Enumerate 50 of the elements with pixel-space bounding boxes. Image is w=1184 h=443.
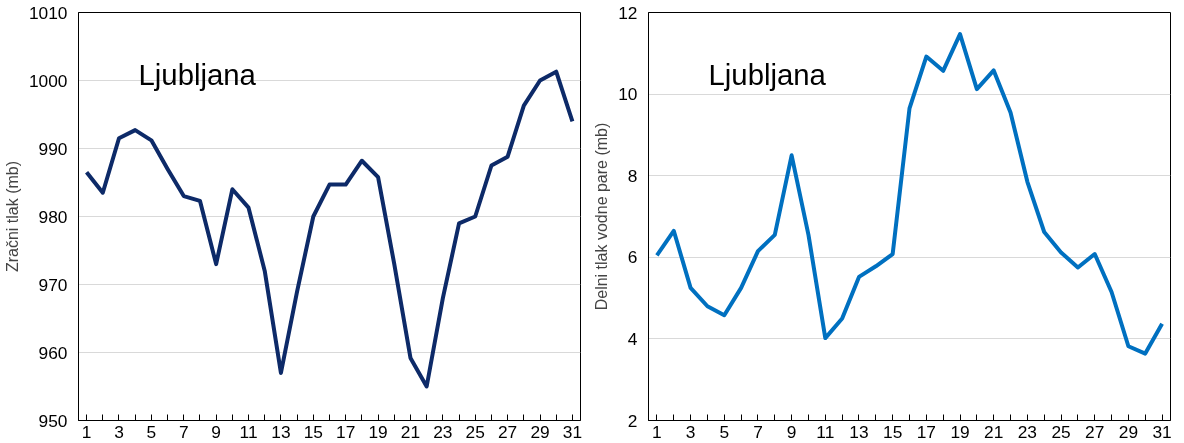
y-tick-label: 970 bbox=[38, 274, 68, 295]
y-tick-label: 950 bbox=[38, 410, 68, 431]
x-tick-label: 17 bbox=[916, 421, 936, 442]
y-axis-title: Delni tlak vodne pare (mb) bbox=[593, 122, 611, 311]
y-tick-label: 1010 bbox=[28, 2, 68, 23]
x-tick-label: 27 bbox=[1085, 421, 1105, 442]
x-tick-label: 15 bbox=[883, 421, 903, 442]
x-tick-label: 3 bbox=[114, 421, 124, 442]
y-tick-label: 990 bbox=[38, 138, 68, 159]
x-tick-label: 15 bbox=[303, 421, 323, 442]
x-tick-label: 11 bbox=[239, 421, 258, 442]
x-tick-label: 25 bbox=[465, 421, 485, 442]
y-tick-label: 1000 bbox=[28, 70, 68, 91]
x-tick-label: 13 bbox=[849, 421, 869, 442]
y-tick-label: 4 bbox=[627, 328, 638, 349]
x-tick-label: 21 bbox=[984, 421, 1004, 442]
y-tick-label: 980 bbox=[38, 206, 68, 227]
x-tick-label: 21 bbox=[400, 421, 421, 442]
x-tick-label: 7 bbox=[178, 421, 189, 442]
line-series bbox=[654, 32, 1165, 356]
y-tick-label: 12 bbox=[618, 2, 638, 23]
x-tick-label: 27 bbox=[497, 421, 518, 442]
x-tick-label: 25 bbox=[1051, 421, 1071, 442]
x-tick-label: 1 bbox=[652, 421, 662, 442]
x-tick-label: 17 bbox=[336, 421, 356, 442]
annotation: Ljubljana bbox=[708, 57, 827, 91]
x-tick-label: 9 bbox=[211, 421, 221, 442]
x-tick-label: 19 bbox=[950, 421, 970, 442]
y-tick-label: 8 bbox=[627, 165, 638, 186]
x-tick-label: 3 bbox=[685, 421, 696, 442]
annotation: Ljubljana bbox=[138, 57, 257, 91]
x-tick-label: 13 bbox=[271, 421, 291, 442]
x-tick-label: 29 bbox=[530, 421, 550, 442]
y-tick-label: 960 bbox=[38, 342, 68, 363]
x-tick-label: 31 bbox=[562, 421, 583, 442]
x-tick-label: 31 bbox=[1152, 421, 1172, 442]
x-tick-label: 1 bbox=[81, 421, 92, 442]
x-tick-label: 11 bbox=[816, 421, 835, 442]
x-tick-label: 5 bbox=[719, 421, 730, 442]
y-tick-label: 2 bbox=[627, 410, 638, 431]
y-tick-label: 6 bbox=[627, 247, 638, 268]
x-tick-label: 23 bbox=[433, 421, 453, 442]
y-axis-title: Zračni tlak (mb) bbox=[3, 160, 21, 273]
x-tick-label: 29 bbox=[1118, 421, 1139, 442]
y-tick-label: 10 bbox=[618, 84, 638, 105]
x-tick-label: 9 bbox=[786, 421, 797, 442]
x-tick-label: 7 bbox=[753, 421, 763, 442]
x-tick-label: 23 bbox=[1017, 421, 1038, 442]
x-tick-label: 5 bbox=[146, 421, 157, 442]
x-tick-label: 19 bbox=[368, 421, 388, 442]
